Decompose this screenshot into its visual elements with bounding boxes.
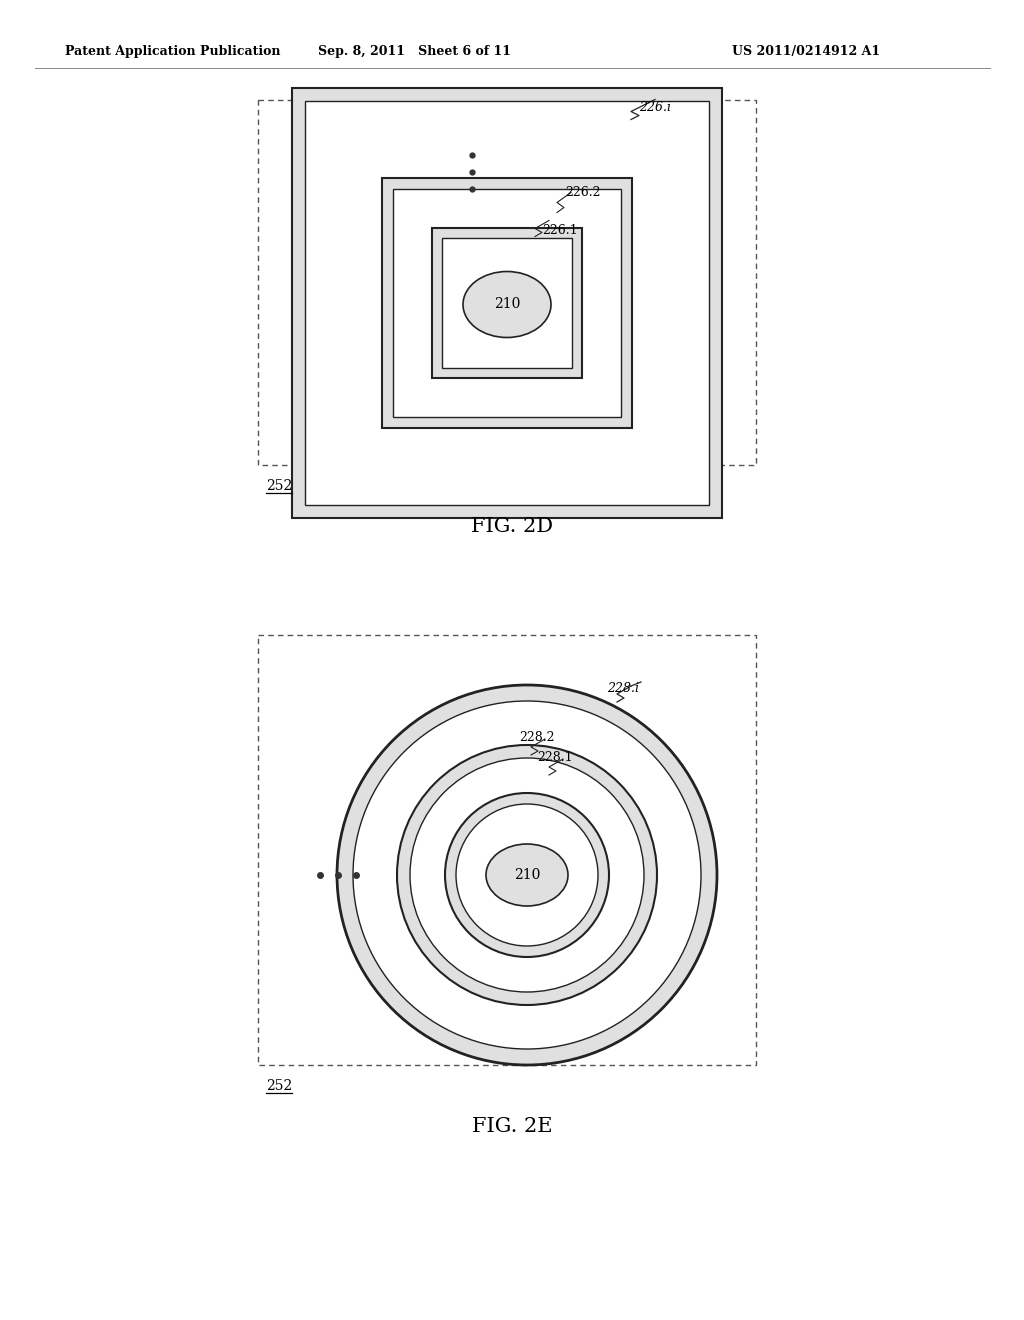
Circle shape: [410, 758, 644, 993]
Text: Patent Application Publication: Patent Application Publication: [65, 45, 281, 58]
Text: 252: 252: [266, 1078, 292, 1093]
Text: FIG. 2D: FIG. 2D: [471, 517, 553, 536]
Text: 228.2: 228.2: [519, 731, 555, 744]
Text: 226.i: 226.i: [639, 102, 671, 114]
Text: 228.1: 228.1: [537, 751, 572, 764]
Bar: [432, 227, 582, 378]
Circle shape: [445, 793, 609, 957]
Text: US 2011/0214912 A1: US 2011/0214912 A1: [732, 45, 880, 58]
Text: FIG. 2E: FIG. 2E: [472, 1117, 552, 1137]
Bar: [305, 100, 709, 504]
Circle shape: [337, 685, 717, 1065]
Circle shape: [456, 804, 598, 946]
Text: 226.2: 226.2: [565, 186, 600, 198]
Text: 210: 210: [494, 297, 520, 312]
Circle shape: [353, 701, 701, 1049]
Bar: [292, 87, 722, 517]
Circle shape: [397, 744, 657, 1005]
Bar: [432, 227, 582, 378]
Bar: [258, 100, 756, 465]
Bar: [292, 87, 722, 517]
Bar: [258, 635, 756, 1065]
Text: 210: 210: [514, 869, 541, 882]
Text: 252: 252: [266, 479, 292, 492]
Text: Sep. 8, 2011   Sheet 6 of 11: Sep. 8, 2011 Sheet 6 of 11: [318, 45, 512, 58]
Ellipse shape: [463, 272, 551, 338]
Ellipse shape: [486, 843, 568, 906]
Bar: [393, 189, 621, 417]
Text: 226.1: 226.1: [542, 224, 578, 238]
Bar: [382, 177, 632, 428]
Text: 228.i: 228.i: [607, 682, 639, 696]
Bar: [442, 238, 572, 367]
Bar: [382, 177, 632, 428]
